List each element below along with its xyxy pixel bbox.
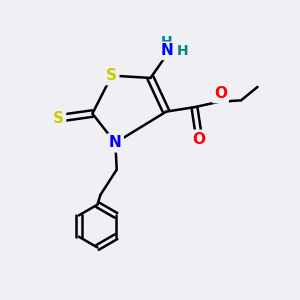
Text: N: N xyxy=(160,44,173,59)
Text: H: H xyxy=(161,35,173,49)
Text: O: O xyxy=(214,86,227,101)
Text: H: H xyxy=(177,44,188,58)
Text: S: S xyxy=(53,111,64,126)
Text: N: N xyxy=(109,135,122,150)
Text: S: S xyxy=(106,68,117,83)
Text: O: O xyxy=(192,132,206,147)
